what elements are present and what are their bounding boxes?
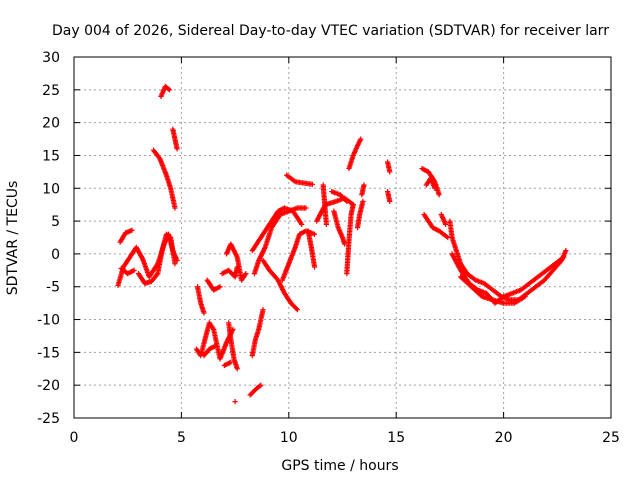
data-point [387,198,393,204]
x-tick-label: 0 [70,430,79,446]
data-point [172,261,178,267]
data-point [174,146,180,152]
data-point [350,202,356,208]
data-point [201,310,207,316]
data-point [234,366,240,372]
data-point [561,254,567,260]
grid-lines [74,57,611,418]
data-point [154,272,160,278]
data-point [257,383,263,389]
x-tick-label: 15 [387,430,405,446]
y-axis-label: SDTVAR / TECUs [5,181,21,296]
data-point [217,284,223,290]
y-tick-label: -5 [46,280,60,296]
x-tick-label: 10 [280,430,298,446]
x-axis-label: GPS time / hours [281,458,398,474]
data-point [358,136,364,142]
x-tick-label: 25 [602,430,620,446]
data-point [131,267,137,273]
data-point [260,307,266,313]
data-point [309,181,316,187]
y-tick-label: 15 [42,148,60,164]
y-tick-label: -25 [37,411,60,427]
data-points [115,83,569,405]
y-tick-label: 30 [42,50,60,66]
data-point [343,197,349,203]
data-point [228,359,234,365]
y-tick-label: -10 [37,313,60,329]
data-point [443,221,449,227]
data-point [436,192,442,198]
data-point [303,205,309,211]
data-point [323,221,329,227]
data-point [294,307,300,313]
y-tick-label: 5 [51,214,60,230]
data-point [432,185,438,191]
data-point [360,198,366,204]
tick-labels: 0 5 10 15 20 25 30 25 20 15 10 5 0 -5 -10 -15 -20 -25 [37,50,620,446]
y-tick-label: 10 [42,181,60,197]
data-point [311,231,318,237]
data-point [129,227,135,233]
data-point [293,306,299,312]
y-tick-label: 20 [42,116,60,132]
data-point [361,182,367,188]
x-tick-label: 20 [495,430,513,446]
data-point [311,264,318,270]
y-tick-label: -20 [37,378,60,394]
data-point [165,86,172,92]
data-point [258,382,264,388]
data-point [563,248,569,254]
data-point [299,221,305,227]
plot-frame [73,56,612,419]
chart-title: Day 004 of 2026, Sidereal Day-to-day VTE… [52,23,609,39]
data-point [387,169,393,175]
data-point [166,87,173,93]
axis-ticks [73,56,612,419]
x-tick-label: 5 [177,430,186,446]
data-point [213,343,219,349]
data-point [522,293,528,300]
data-point [243,271,249,277]
y-tick-label: 0 [51,247,60,263]
data-point [232,398,238,405]
data-point [344,198,350,204]
y-tick-label: -15 [37,345,60,361]
y-tick-label: 25 [42,83,60,99]
data-point [172,205,178,211]
